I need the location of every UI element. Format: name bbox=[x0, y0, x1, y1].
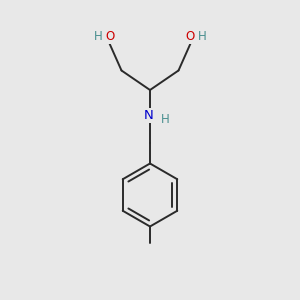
Text: H: H bbox=[94, 30, 103, 44]
Text: N: N bbox=[144, 109, 153, 122]
Text: H: H bbox=[161, 112, 170, 126]
Text: O: O bbox=[106, 30, 115, 44]
Text: O: O bbox=[185, 30, 194, 44]
Text: H: H bbox=[197, 30, 206, 44]
